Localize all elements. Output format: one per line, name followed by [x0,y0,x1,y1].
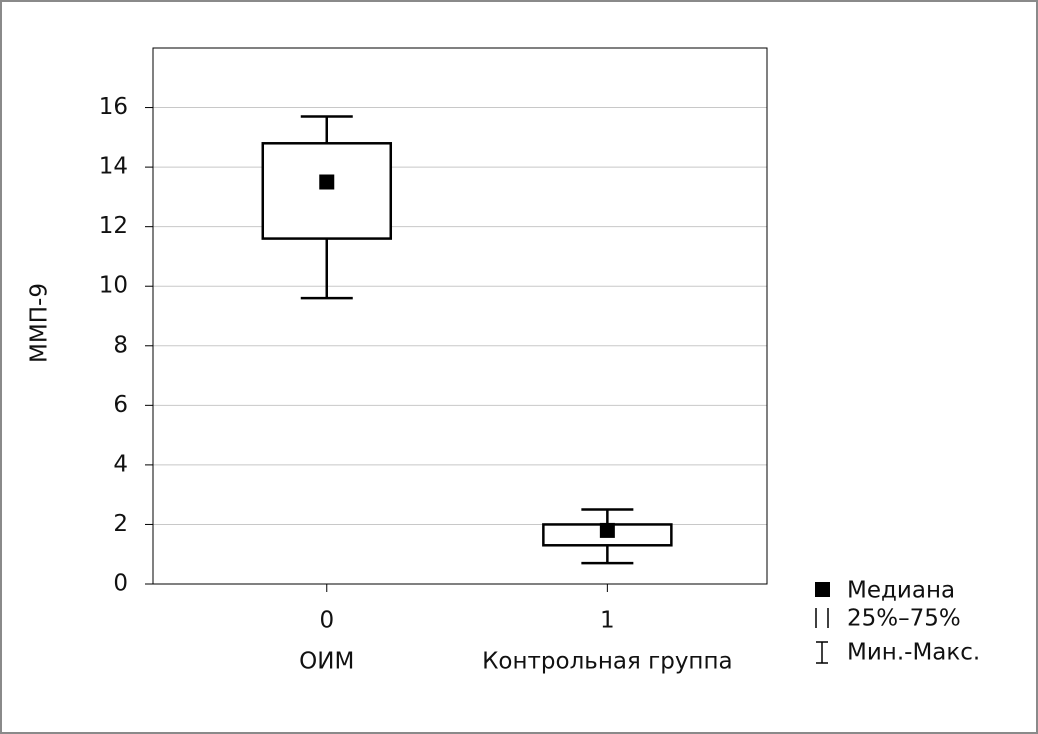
legend-median: Медиана [847,578,955,604]
y-tick-label: 4 [113,451,128,477]
category-name: ОИМ [299,649,354,675]
x-tick-label: 1 [600,608,615,634]
y-tick-label: 14 [99,154,128,180]
y-tick-label: 8 [113,332,128,358]
y-tick-label: 10 [99,273,128,299]
y-tick-label: 6 [113,392,128,418]
y-tick-label: 12 [99,213,128,239]
y-tick-label: 16 [99,94,128,120]
median [599,522,615,538]
box [261,142,393,240]
legend-box: 25%–75% [847,606,961,632]
plot-area [152,47,768,585]
median [319,174,335,190]
category-name: Контрольная группа [482,649,733,675]
x-tick-label: 0 [319,608,334,634]
y-tick-label: 0 [113,571,128,597]
legend-whisker-icon [816,641,828,664]
y-axis-label: ММП-9 [27,283,53,363]
legend-whisker: Мин.-Макс. [847,640,980,666]
legend-median-icon [815,582,830,597]
y-tick-label: 2 [113,511,128,537]
